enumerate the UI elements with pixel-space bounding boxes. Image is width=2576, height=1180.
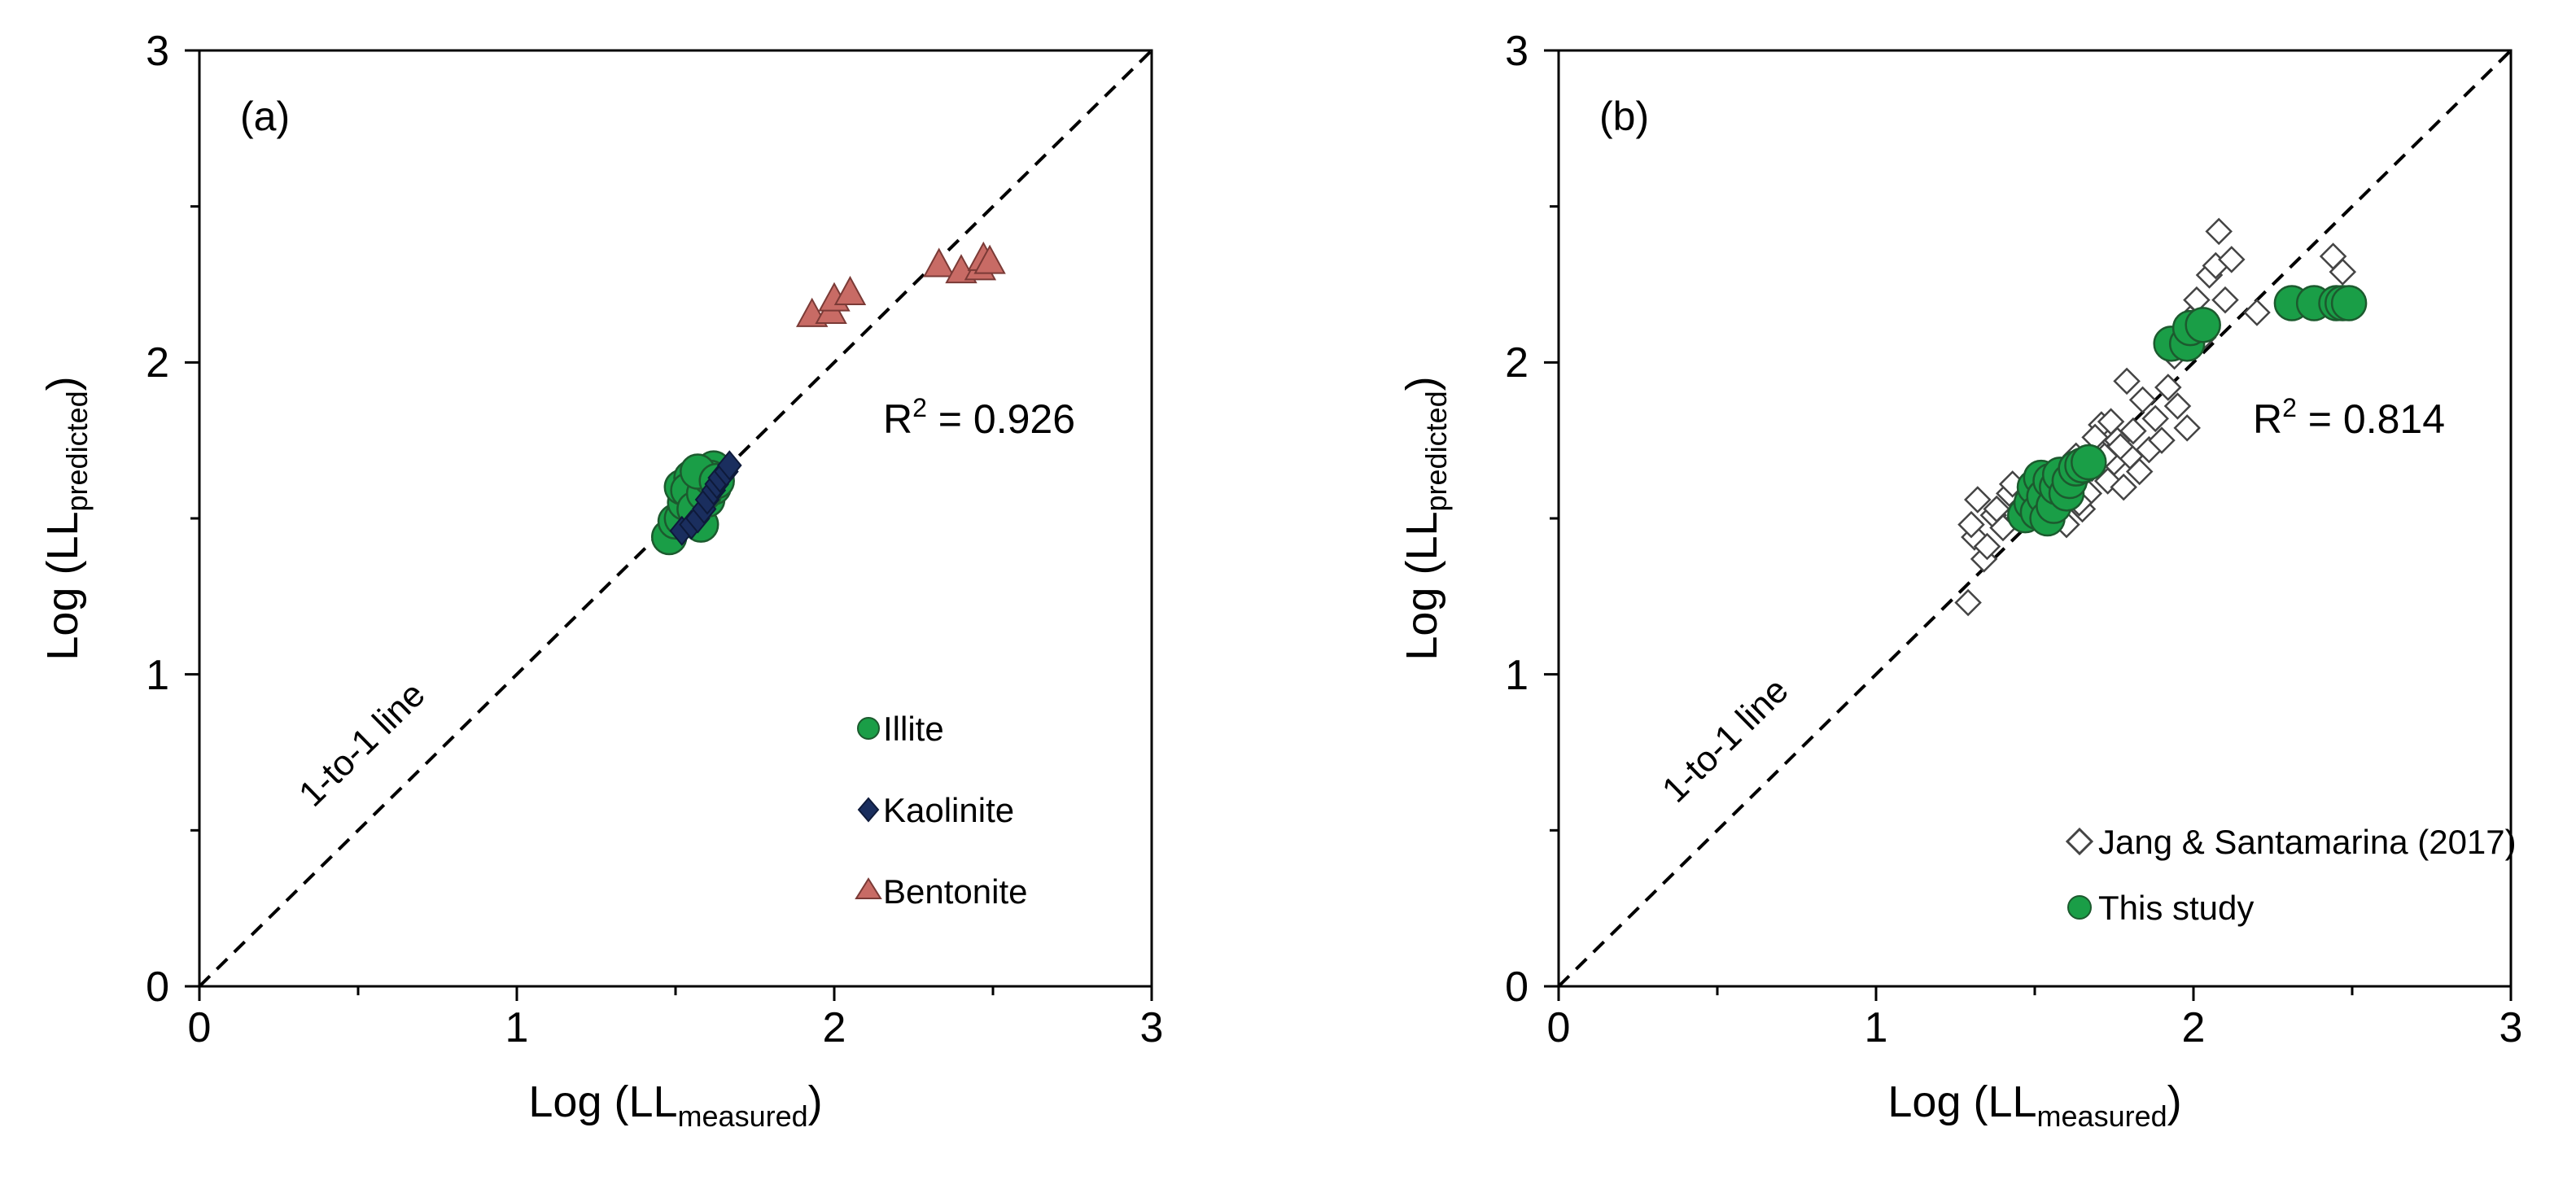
panel-b-y-axis-title: Log (LLpredicted) [1397, 376, 1453, 660]
panel-b-point-jang-santamarina-2017 [2097, 408, 2125, 435]
panel-b-point-jang-santamarina-2017 [2205, 217, 2233, 246]
panel-b-xtick-2: 2 [2182, 1004, 2206, 1051]
panel-a-legend-marker-bentonite [855, 877, 882, 899]
panel-b-point-jang-santamarina-2017 [2106, 433, 2135, 461]
panel-b-xtick-1: 1 [1865, 1004, 1888, 1051]
panel-a-point-kaolinite [717, 450, 742, 481]
panel-b-x-axis-title: Log (LLmeasured) [1887, 1077, 2181, 1133]
panel-b-point-jang-santamarina-2017 [2329, 258, 2357, 286]
panel-a-ytick-0: 0 [146, 964, 169, 1011]
panel-b-xtick-0: 0 [1547, 1004, 1571, 1051]
panel-a-y-axis-title: Log (LLpredicted) [38, 376, 94, 660]
panel-b-point-jang-santamarina-2017 [1973, 532, 2001, 561]
panel-a-point-bentonite [833, 275, 867, 305]
panel-b-point-jang-santamarina-2017 [2243, 299, 2271, 326]
panel-a-point-bentonite [923, 247, 956, 278]
panel-b: 0 1 2 3 0 1 2 3 Log (LLmeasured) Log (LL… [1397, 28, 2522, 1133]
panel-a-legend-marker-kaolinite [857, 797, 880, 823]
panel-b-ticks [1544, 49, 2513, 1001]
panel-b-ytick-0: 0 [1505, 964, 1529, 1011]
panel-b-legend-label-this-study: This study [2098, 889, 2254, 927]
panel-a-r2-annotation: R2 = 0.926 [883, 393, 1075, 442]
panel-a-one-to-one-label: 1-to-1 line [291, 675, 433, 815]
panel-b-point-jang-santamarina-2017 [2119, 417, 2147, 445]
panel-a-ytick-1: 1 [146, 652, 169, 699]
panel-b-marks [1954, 217, 2368, 617]
panel-b-point-jang-santamarina-2017 [1957, 510, 1985, 539]
panel-a-point-bentonite [973, 244, 1006, 274]
panel-b-point-jang-santamarina-2017 [2154, 374, 2182, 401]
panel-b-point-jang-santamarina-2017 [2110, 473, 2137, 501]
panel-b-ytick-1: 1 [1505, 652, 1529, 699]
panel-a-legend-label-illite: Illite [883, 710, 944, 748]
panel-b-label: (b) [1599, 94, 1649, 139]
panel-a-xtick-1: 1 [505, 1004, 529, 1051]
panel-a-legend-label-kaolinite: Kaolinite [883, 791, 1014, 829]
panel-b-legend-marker-jang-santamarina [2065, 827, 2094, 856]
panel-b-point-this-study [2330, 285, 2368, 321]
panel-b-point-jang-santamarina-2017 [2163, 392, 2192, 420]
panel-a-legend-marker-illite [857, 717, 880, 740]
panel-b-point-jang-santamarina-2017 [1964, 486, 1992, 514]
panel-b-point-jang-santamarina-2017 [2141, 404, 2169, 433]
panel-b-one-to-one-label: 1-to-1 line [1655, 671, 1796, 811]
panel-b-legend: Jang & Santamarina (2017) This study [2065, 823, 2517, 927]
panel-b-point-jang-santamarina-2017 [2173, 414, 2201, 442]
panel-b-xtick-3: 3 [2499, 1004, 2523, 1051]
panel-b-point-this-study [2185, 307, 2221, 343]
panel-b-point-jang-santamarina-2017 [2128, 386, 2157, 414]
panel-b-ytick-3: 3 [1505, 28, 1529, 75]
panel-a-xtick-2: 2 [823, 1004, 846, 1051]
panel-b-point-jang-santamarina-2017 [2211, 286, 2239, 314]
panel-a-ytick-2: 2 [146, 339, 169, 387]
panel-a-marks [650, 241, 1006, 556]
panel-b-point-jang-santamarina-2017 [2125, 457, 2154, 486]
panel-a-xtick-0: 0 [188, 1004, 212, 1051]
panel-a-legend: Illite Kaolinite Bentonite [855, 710, 1027, 911]
panel-b-point-jang-santamarina-2017 [2148, 426, 2176, 454]
panel-a-label: (a) [240, 94, 290, 139]
panel-a-ticks [185, 49, 1153, 1001]
panel-b-point-jang-santamarina-2017 [2218, 246, 2246, 273]
panel-a-legend-label-bentonite: Bentonite [883, 872, 1027, 911]
panel-a: 0 1 2 3 0 1 2 3 Log (LLmeasured) Log (LL… [38, 28, 1163, 1133]
panel-a-x-axis-title: Log (LLmeasured) [528, 1077, 822, 1133]
panel-b-point-jang-santamarina-2017 [2113, 367, 2141, 396]
panel-b-r2-annotation: R2 = 0.814 [2253, 393, 2445, 442]
panel-a-ytick-3: 3 [146, 28, 169, 75]
panel-b-legend-marker-this-study [2067, 895, 2092, 920]
panel-b-ytick-2: 2 [1505, 339, 1529, 387]
panel-b-point-this-study [2071, 444, 2107, 481]
panel-b-legend-label-jang-santamarina: Jang & Santamarina (2017) [2098, 823, 2517, 861]
panel-a-xtick-3: 3 [1140, 1004, 1164, 1051]
panel-b-point-jang-santamarina-2017 [1954, 588, 1982, 617]
